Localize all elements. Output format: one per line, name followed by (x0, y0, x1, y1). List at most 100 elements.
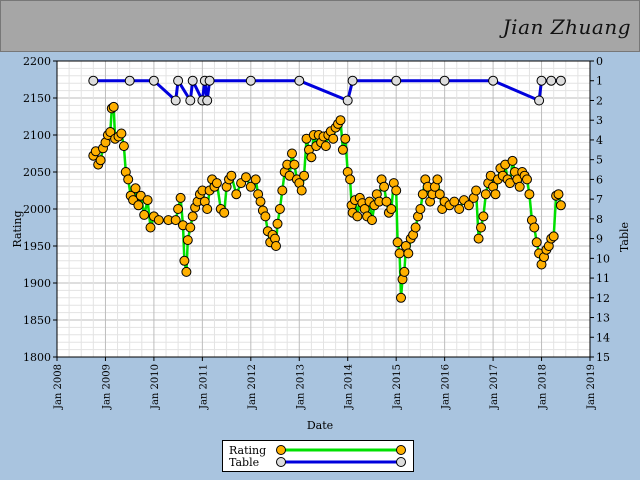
legend-marker-start-table (276, 457, 286, 467)
legend: Rating Table (222, 440, 414, 472)
data-point-rating (337, 144, 348, 155)
data-point-rating (231, 189, 242, 200)
x-tick-label: Jan 2016 (441, 364, 452, 410)
data-point-rating (340, 133, 351, 144)
data-point-table (342, 95, 353, 106)
data-point-rating (241, 172, 251, 183)
data-point-rating (255, 196, 266, 207)
data-point-rating (381, 196, 392, 207)
data-point-rating (182, 235, 193, 246)
legend-label-table: Table (229, 456, 259, 469)
data-point-rating (105, 127, 116, 137)
data-point-rating (108, 101, 119, 112)
y-tick-label: 1800 (23, 351, 51, 364)
data-point-rating (299, 170, 310, 181)
data-point-rating (139, 209, 150, 220)
data-point-table (439, 75, 450, 86)
y2-tick-label: 2 (596, 94, 603, 107)
data-point-table (88, 75, 99, 86)
data-point-table (347, 75, 358, 86)
data-point-table (534, 95, 545, 106)
data-point-rating (320, 141, 331, 152)
data-point-rating (123, 174, 134, 185)
x-tick-label: Jan 2014 (344, 364, 355, 410)
data-point-rating (379, 181, 390, 192)
data-point-rating (226, 170, 237, 181)
data-point-rating (345, 174, 356, 185)
data-point-rating (529, 222, 540, 233)
data-point-rating (116, 128, 127, 139)
y-tick-label: 2050 (23, 166, 51, 179)
data-point-rating (296, 185, 307, 196)
data-point-rating (289, 159, 300, 170)
data-point-table (536, 75, 547, 86)
x-tick-label: Jan 2018 (538, 364, 549, 410)
data-point-rating (555, 200, 566, 211)
data-point-rating (410, 222, 421, 233)
data-point-rating (328, 133, 339, 144)
data-point-rating (522, 174, 532, 185)
y2-tick-label: 6 (596, 173, 603, 186)
data-point-rating (471, 185, 482, 196)
y-tick-label: 2000 (23, 203, 51, 216)
data-point-rating (250, 174, 261, 185)
data-point-rating (95, 155, 106, 166)
data-point-rating (548, 231, 559, 242)
data-point-rating (202, 204, 213, 214)
legend-label-rating: Rating (229, 444, 266, 457)
data-point-table (185, 95, 196, 106)
data-point-rating (434, 189, 445, 200)
data-point-rating (153, 215, 164, 226)
data-point-table (546, 75, 557, 86)
data-point-rating (490, 189, 501, 200)
data-point-rating (392, 237, 403, 248)
y2-tick-label: 12 (596, 292, 610, 305)
y-tick-label: 2200 (23, 55, 51, 68)
data-point-rating (118, 141, 129, 152)
data-point-rating (272, 218, 283, 229)
data-point-rating (145, 222, 156, 233)
y-tick-label: 2150 (23, 92, 51, 105)
x-tick-label: Jan 2012 (247, 364, 258, 410)
data-point-rating (181, 266, 192, 277)
data-point-table (555, 75, 566, 86)
x-tick-label: Jan 2008 (53, 364, 64, 410)
data-point-rating (133, 200, 144, 211)
data-point-table (391, 75, 402, 86)
data-point-rating (142, 195, 153, 206)
data-point-rating (277, 185, 288, 196)
data-point-table (204, 75, 215, 86)
data-point-rating (335, 115, 346, 126)
data-point-rating (185, 222, 196, 233)
data-point-rating (352, 211, 363, 222)
data-point-rating (367, 215, 377, 226)
data-point-rating (175, 192, 186, 203)
data-point-table (294, 75, 305, 86)
x-tick-label: Jan 2017 (489, 364, 500, 410)
x-tick-label: Jan 2013 (295, 364, 306, 410)
data-point-rating (473, 233, 484, 244)
data-point-rating (553, 189, 564, 200)
data-point-rating (386, 204, 397, 214)
legend-marker-start-rating (276, 445, 286, 455)
data-point-rating (130, 183, 141, 194)
y2-axis-title: Table (618, 222, 631, 252)
data-point-rating (449, 196, 460, 207)
y2-tick-label: 1 (596, 75, 603, 88)
header-bar: Jian Zhuang (0, 0, 640, 52)
data-point-rating (187, 211, 198, 222)
x-tick-label: Jan 2009 (101, 364, 112, 410)
x-tick-label: Jan 2010 (150, 364, 161, 410)
data-point-rating (432, 174, 443, 185)
x-tick-label: Jan 2019 (586, 364, 597, 410)
data-point-rating (179, 255, 190, 266)
data-point-rating (396, 292, 406, 303)
y2-tick-label: 15 (596, 351, 610, 364)
data-point-rating (524, 189, 535, 200)
data-point-table (187, 75, 198, 86)
y2-tick-label: 10 (596, 252, 610, 265)
data-point-rating (415, 204, 426, 214)
data-point-rating (454, 204, 465, 214)
